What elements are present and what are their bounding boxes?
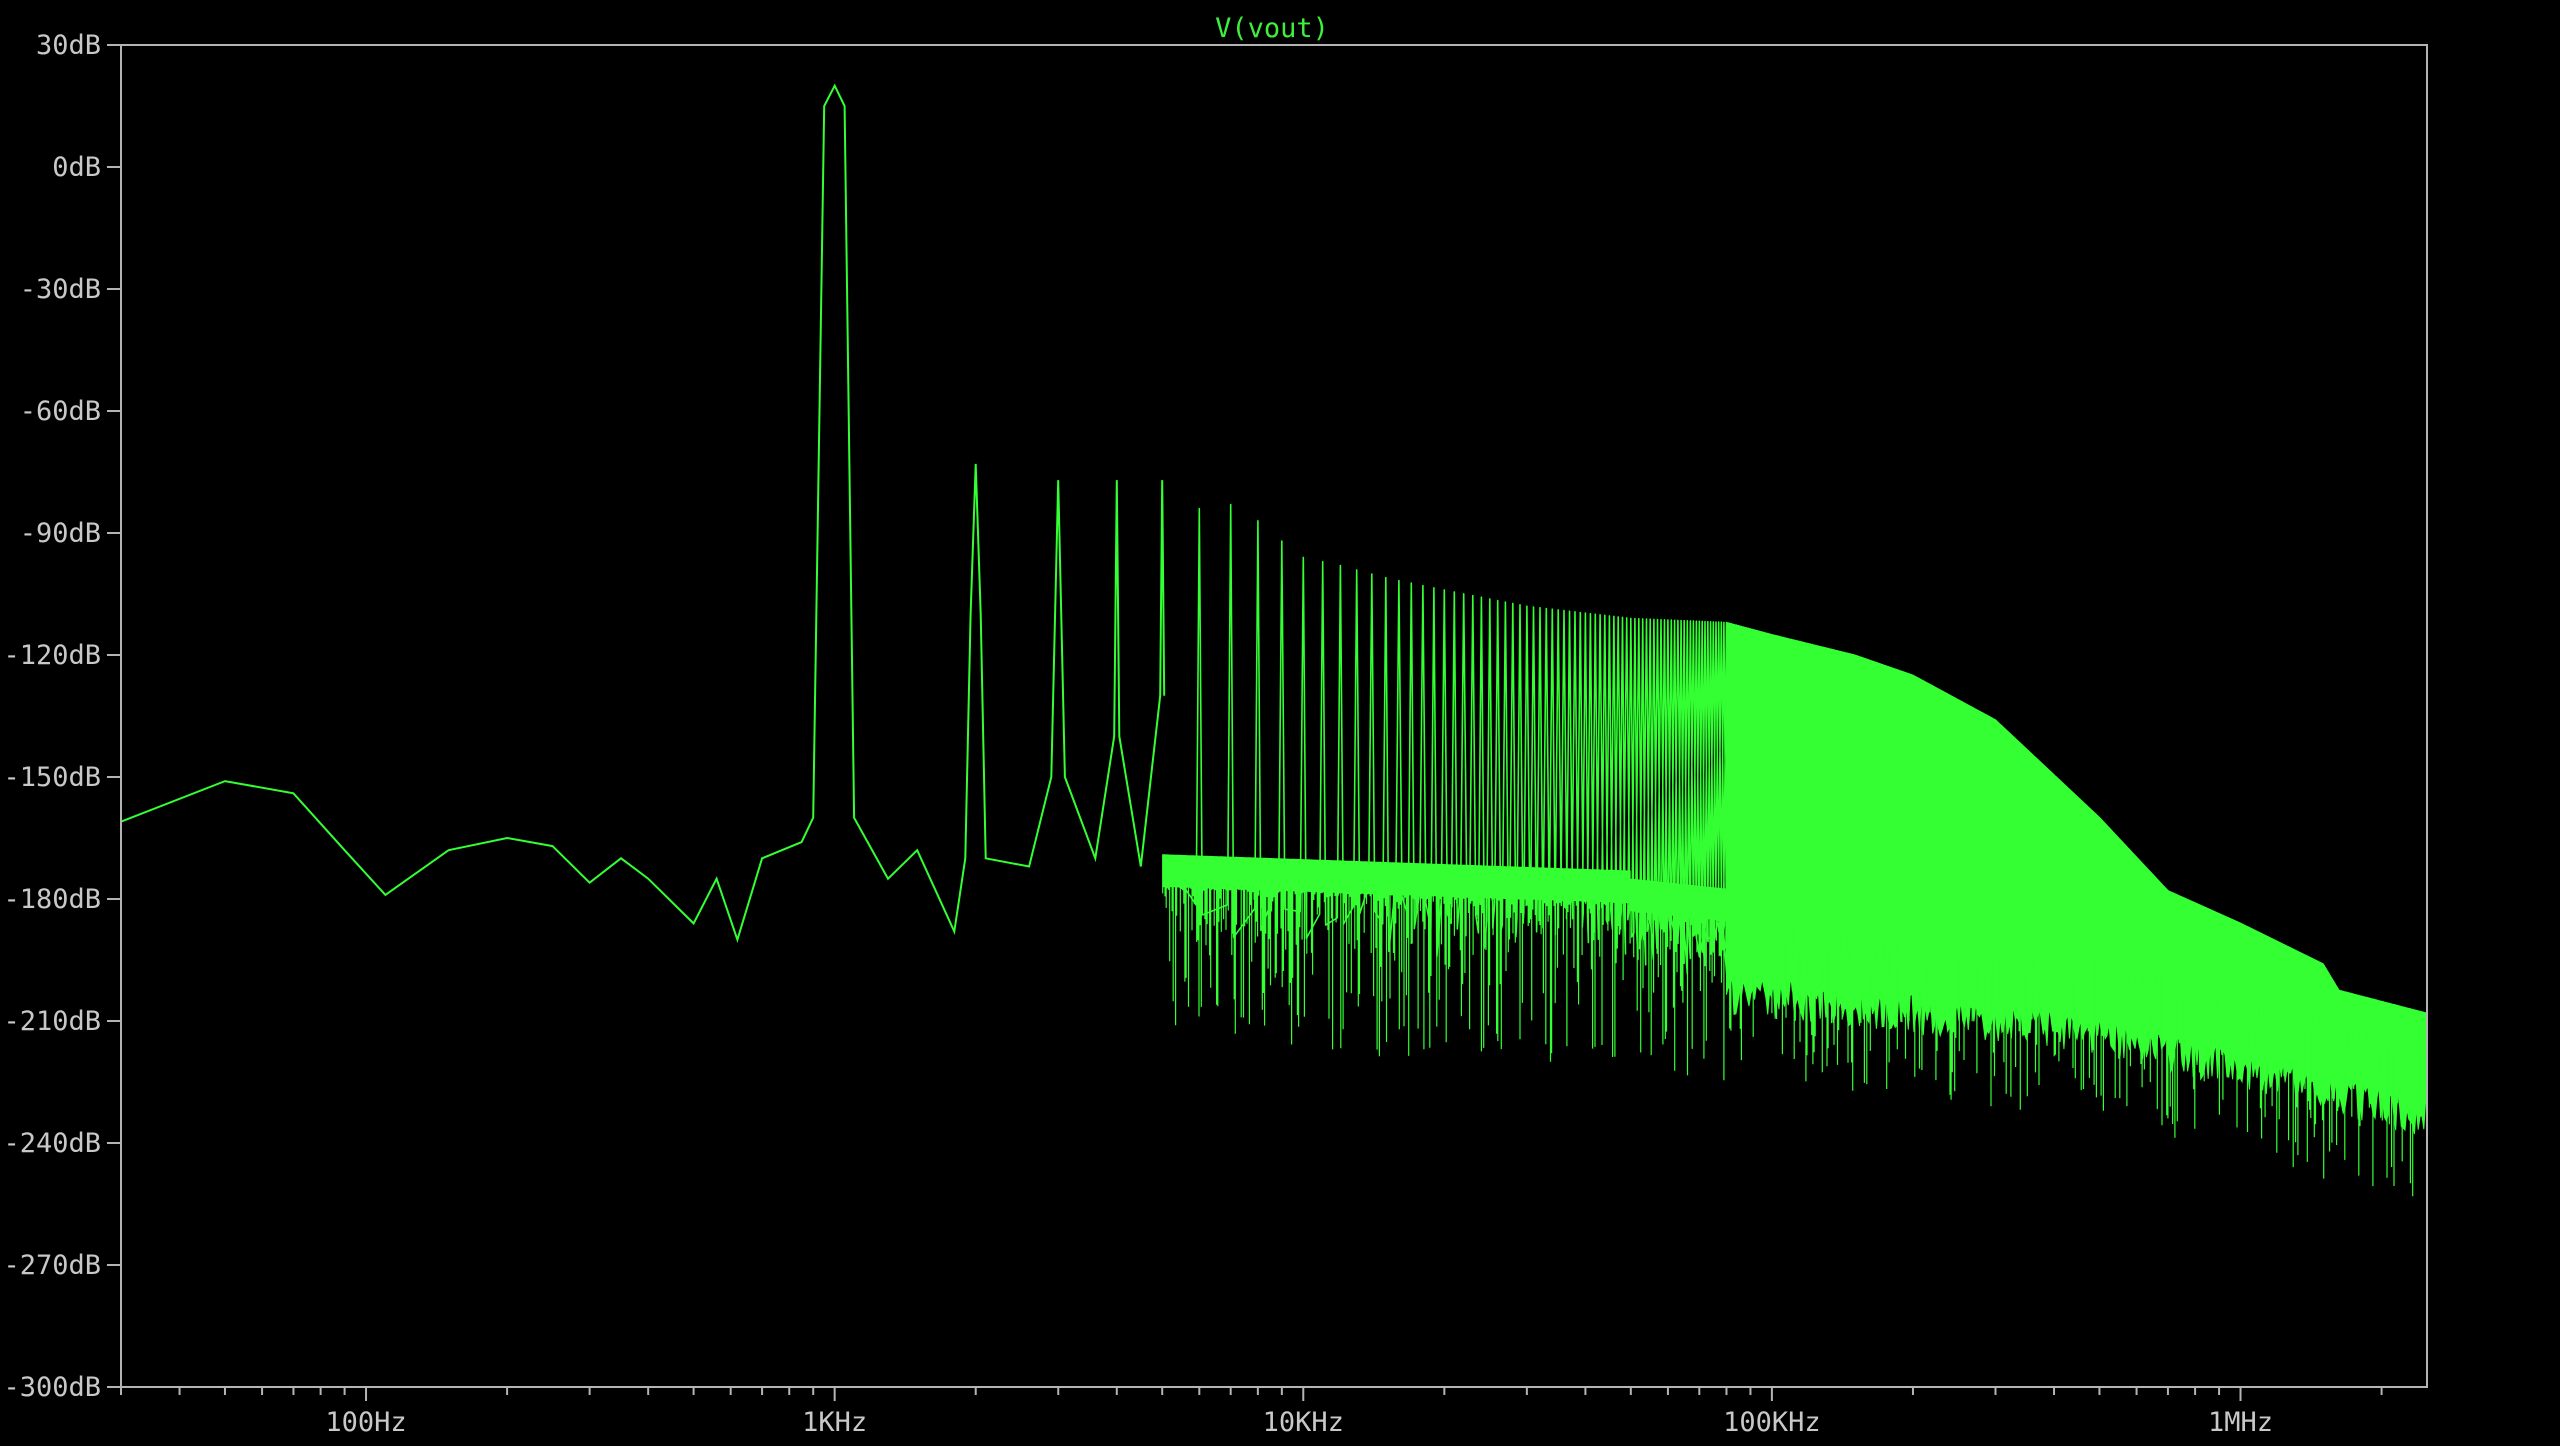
x-tick-label: 100KHz [1723, 1407, 1821, 1438]
plot-frame [120, 44, 2428, 1388]
y-tick-label: -150dB [3, 762, 101, 793]
chart-title: V(vout) [1215, 13, 1329, 44]
x-axis: 100Hz 1KHz 10KHz 100KHz 1MHz [120, 1387, 2383, 1438]
y-tick-label: -180dB [3, 884, 101, 915]
y-tick-label: -300dB [3, 1372, 101, 1403]
y-tick-label: -60dB [20, 396, 101, 427]
y-tick-label: -120dB [3, 640, 101, 671]
x-tick-label: 100Hz [325, 1407, 406, 1438]
y-axis: 30dB 0dB -30dB -60dB -90dB -120dB -150dB -180dB… [3, 30, 121, 1403]
y-tick-label: -210dB [3, 1006, 101, 1037]
y-tick-label: -270dB [3, 1250, 101, 1281]
waveform-low-band [120, 83, 1166, 943]
y-tick-label: -30dB [20, 274, 101, 305]
y-tick-label: -90dB [20, 518, 101, 549]
y-tick-label: -240dB [3, 1128, 101, 1159]
y-tick-label: 0dB [52, 152, 101, 183]
x-tick-label: 10KHz [1263, 1407, 1344, 1438]
waveform-noise-floor [1162, 854, 2428, 1197]
x-tick-label: 1KHz [802, 1407, 867, 1438]
y-tick-label: 30dB [36, 30, 101, 61]
waveform-series [120, 83, 2428, 1197]
x-tick-label: 1MHz [2208, 1407, 2273, 1438]
